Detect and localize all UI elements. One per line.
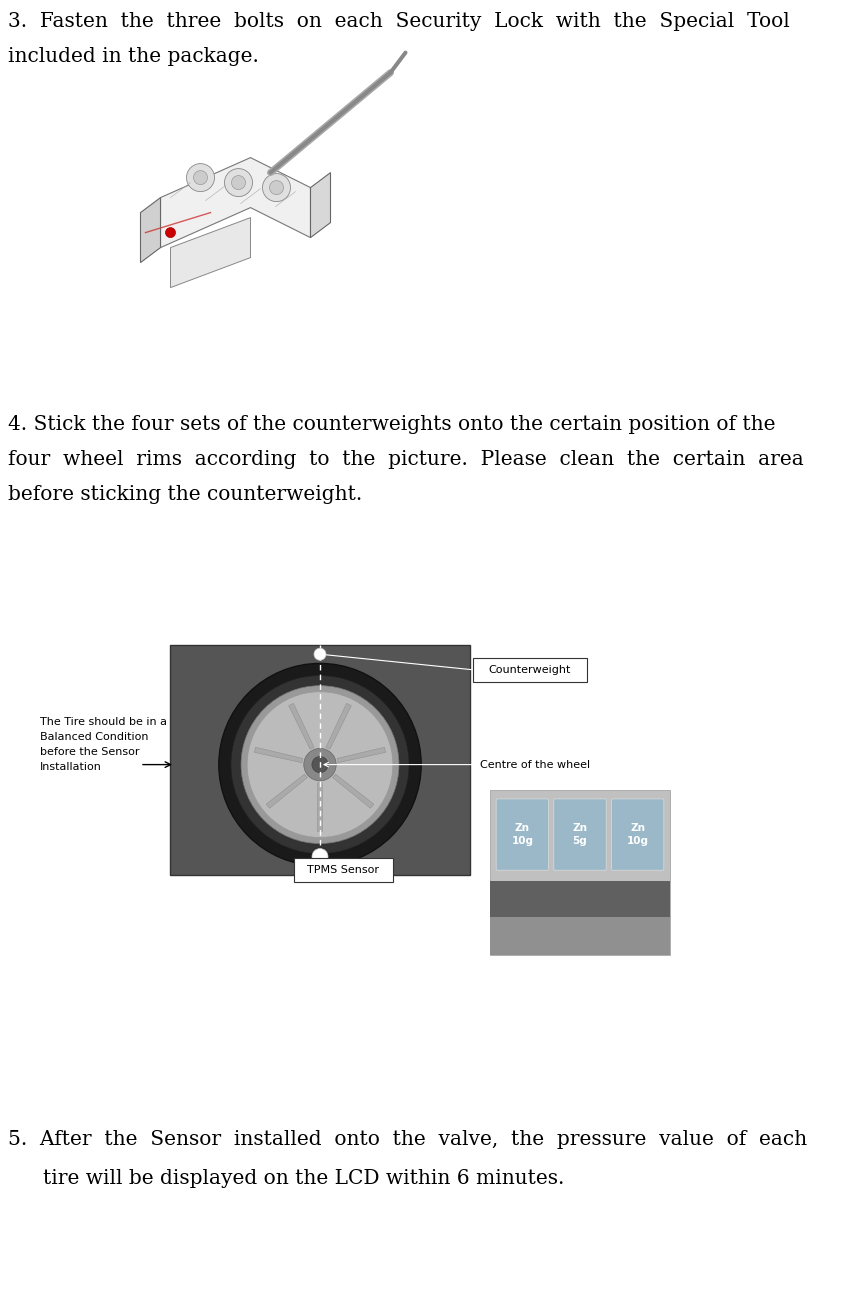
Polygon shape xyxy=(171,217,250,287)
Circle shape xyxy=(231,675,409,854)
Circle shape xyxy=(193,171,208,185)
Circle shape xyxy=(247,692,393,837)
Circle shape xyxy=(262,173,290,202)
Circle shape xyxy=(269,181,283,194)
Text: The Tire should be in a
Balanced Condition
before the Sensor
Installation: The Tire should be in a Balanced Conditi… xyxy=(40,717,167,771)
Bar xyxy=(490,917,670,955)
Text: included in the package.: included in the package. xyxy=(8,47,259,66)
Text: four  wheel  rims  according  to  the  picture.  Please  clean  the  certain  ar: four wheel rims according to the picture… xyxy=(8,450,804,468)
Text: Counterweight: Counterweight xyxy=(488,665,572,675)
Polygon shape xyxy=(288,704,314,749)
Circle shape xyxy=(241,686,399,844)
Text: before sticking the counterweight.: before sticking the counterweight. xyxy=(8,485,362,503)
Polygon shape xyxy=(140,198,160,263)
Polygon shape xyxy=(160,158,311,247)
Text: TPMS Sensor: TPMS Sensor xyxy=(307,864,379,875)
Text: Centre of the wheel: Centre of the wheel xyxy=(324,760,590,770)
Circle shape xyxy=(304,748,336,780)
Text: Zn
10g: Zn 10g xyxy=(512,823,533,846)
Text: 3.  Fasten  the  three  bolts  on  each  Security  Lock  with  the  Special  Too: 3. Fasten the three bolts on each Securi… xyxy=(8,12,790,31)
Circle shape xyxy=(312,849,328,864)
Text: 4. Stick the four sets of the counterweights onto the certain position of the: 4. Stick the four sets of the counterwei… xyxy=(8,415,775,433)
Circle shape xyxy=(224,168,253,197)
Text: Zn
10g: Zn 10g xyxy=(627,823,649,846)
Circle shape xyxy=(219,664,421,866)
FancyBboxPatch shape xyxy=(496,798,548,870)
Circle shape xyxy=(165,228,176,238)
Polygon shape xyxy=(311,172,331,238)
Polygon shape xyxy=(255,747,303,762)
Text: Zn
5g: Zn 5g xyxy=(572,823,587,846)
FancyBboxPatch shape xyxy=(294,858,393,883)
Circle shape xyxy=(314,648,326,660)
Polygon shape xyxy=(337,747,385,762)
Polygon shape xyxy=(317,783,323,831)
Polygon shape xyxy=(333,774,374,809)
FancyBboxPatch shape xyxy=(611,798,664,870)
Polygon shape xyxy=(266,774,307,809)
Bar xyxy=(490,791,670,955)
Text: 5.  After  the  Sensor  installed  onto  the  valve,  the  pressure  value  of  : 5. After the Sensor installed onto the v… xyxy=(8,1130,807,1149)
Text: tire will be displayed on the LCD within 6 minutes.: tire will be displayed on the LCD within… xyxy=(43,1168,565,1188)
Bar xyxy=(490,881,670,917)
Circle shape xyxy=(186,163,215,192)
FancyBboxPatch shape xyxy=(473,659,587,682)
Bar xyxy=(90,85,380,314)
Bar xyxy=(170,644,470,875)
Circle shape xyxy=(312,757,328,773)
FancyBboxPatch shape xyxy=(553,798,606,870)
Polygon shape xyxy=(326,704,352,749)
Circle shape xyxy=(231,176,245,190)
